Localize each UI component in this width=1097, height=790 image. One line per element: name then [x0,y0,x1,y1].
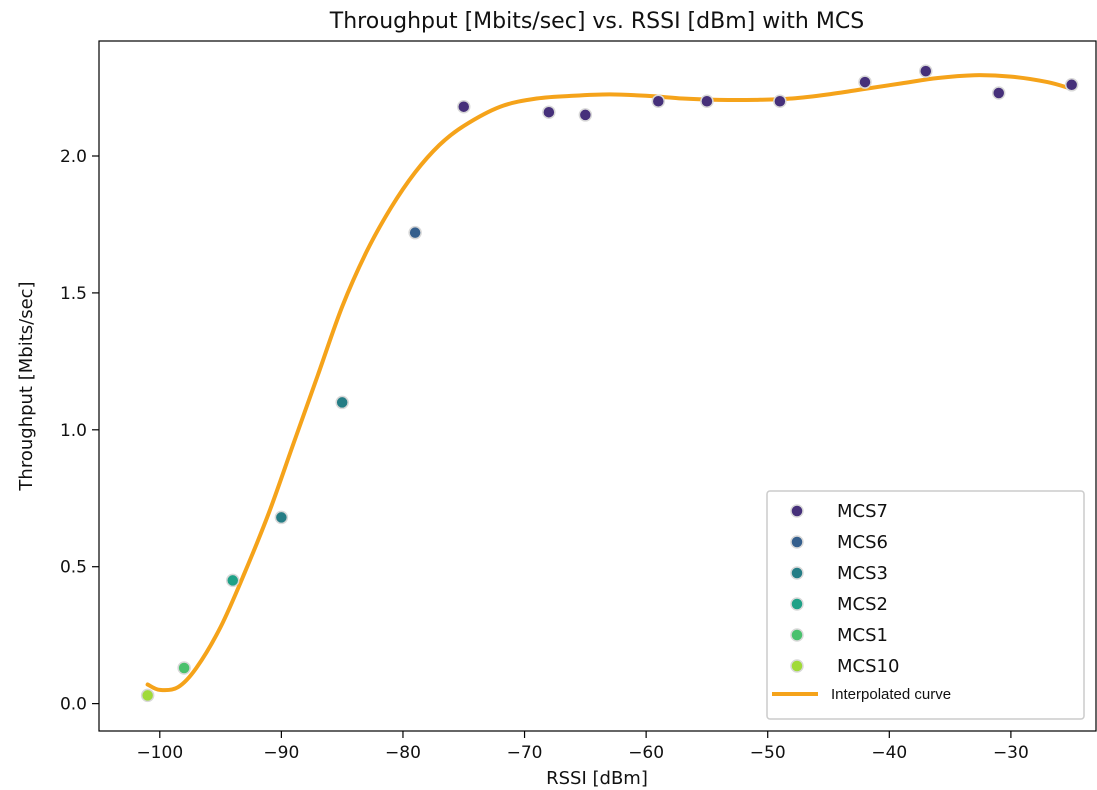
y-tick-label: 1.5 [60,284,87,304]
point-mcs7 [773,94,787,108]
legend-box [766,490,1085,720]
interpolated-curve-line [145,73,1074,693]
legend: MCS7 MCS6 MCS3 MCS2 MCS1 MCS10 Interpolated cu… [766,490,1085,720]
x-axis-label: RSSI [dBm] [546,768,648,789]
point-mcs7 [858,75,872,89]
y-tick-label: 0.0 [60,695,87,715]
point-mcs3 [274,510,289,525]
legend-label: MCS7 [837,501,888,522]
legend-marker-mcs10 [790,659,804,673]
x-tick-label: −50 [750,743,786,763]
x-tick-label: −90 [263,743,299,763]
point-mcs7 [651,94,666,108]
y-axis: 0.0 0.5 1.0 1.5 2.0 [60,147,99,715]
legend-marker-mcs6 [790,535,804,549]
legend-label: MCS2 [837,594,888,615]
x-axis: −100 −90 −80 −70 −60 −50 −40 −30 [136,731,1029,763]
point-mcs2 [225,573,240,588]
point-mcs6 [408,225,422,240]
point-mcs7 [991,86,1006,100]
interpolated-curve [145,73,1074,693]
point-mcs7 [700,94,714,108]
x-tick-label: −80 [385,743,421,763]
chart-title: Throughput [Mbits/sec] vs. RSSI [dBm] wi… [329,9,864,34]
legend-marker-mcs2 [790,597,804,611]
legend-label: MCS3 [837,563,888,584]
legend-label: Interpolated curve [831,686,951,703]
point-mcs7 [457,99,471,114]
y-tick-label: 2.0 [60,147,87,167]
point-mcs7 [1064,78,1079,92]
y-tick-label: 1.0 [60,421,87,441]
x-tick-label: −60 [628,743,664,763]
point-mcs3 [335,395,349,410]
point-mcs7 [578,108,593,122]
legend-marker-mcs3 [790,566,804,580]
scatter-points [140,64,1079,703]
legend-label: MCS1 [837,625,888,646]
y-axis-label: Throughput [Mbits/sec] [16,281,37,491]
legend-marker-mcs1 [790,628,804,642]
point-mcs10 [140,688,155,703]
legend-marker-mcs7 [790,504,804,518]
point-mcs7 [542,105,556,119]
legend-label: MCS6 [837,532,888,553]
y-tick-label: 0.5 [60,558,87,578]
point-mcs7 [919,64,933,78]
x-tick-label: −70 [507,743,543,763]
x-tick-label: −40 [871,743,907,763]
x-tick-label: −100 [136,743,183,763]
point-mcs1 [177,661,191,675]
legend-label: MCS10 [837,656,899,677]
x-tick-label: −30 [993,743,1029,763]
